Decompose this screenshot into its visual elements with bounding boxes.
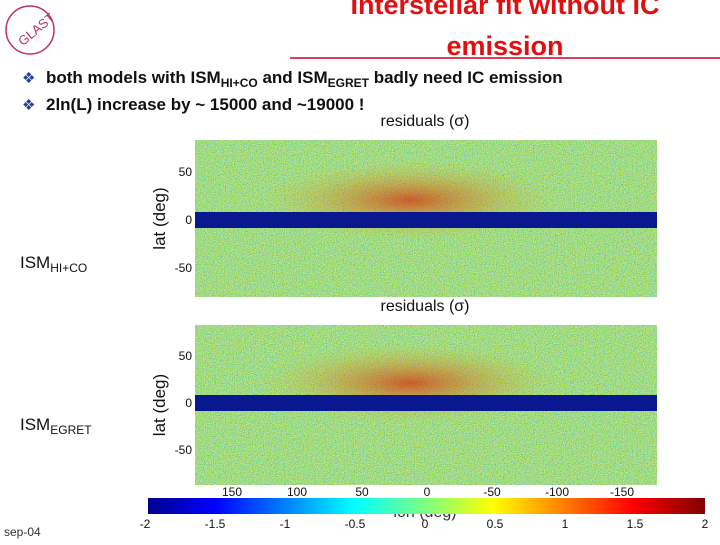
map-title: residuals (σ) — [380, 113, 469, 130]
tick-label: -2 — [140, 517, 151, 531]
tick-label: 1.5 — [627, 517, 644, 531]
tick-label: -1.5 — [205, 517, 226, 531]
bullets: ❖ both models with ISMHI+CO and ISMEGRET … — [22, 68, 563, 114]
tick-label: -50 — [483, 485, 501, 499]
colorbar — [148, 498, 705, 514]
bullet-part: badly need IC emission — [369, 68, 563, 87]
tick-label: -1 — [280, 517, 291, 531]
tick-label: 50 — [179, 349, 193, 363]
bullet-icon: ❖ — [22, 97, 35, 114]
tick-label: 0 — [422, 517, 429, 531]
axis-label: lat (deg) — [150, 374, 169, 436]
map-band — [195, 212, 657, 228]
model-sub: EGRET — [50, 423, 92, 437]
bullet-part: both models with ISM — [46, 68, 221, 87]
maps: residuals (σ)lat (deg)500-50ISMHI+COresi… — [20, 113, 657, 485]
bullet-text: 2ln(L) increase by ~ 15000 and ~19000 ! — [46, 95, 364, 114]
model-label: ISMEGRET — [20, 415, 92, 437]
model-sub: HI+CO — [50, 261, 87, 275]
tick-label: 50 — [179, 165, 193, 179]
bullet-text: both models with ISMHI+CO and ISMEGRET b… — [46, 68, 563, 90]
bullet-part: and ISM — [258, 68, 328, 87]
tick-label: 0.5 — [487, 517, 504, 531]
tick-label: -0.5 — [345, 517, 366, 531]
tick-label: 0 — [185, 213, 192, 227]
model-label: ISMHI+CO — [20, 253, 87, 275]
title: emission — [446, 31, 563, 61]
bullet-icon: ❖ — [22, 70, 35, 87]
date: sep-04 — [4, 525, 41, 539]
bullet-part: 2ln(L) increase by ~ 15000 and ~19000 ! — [46, 95, 364, 114]
bullet-part: EGRET — [328, 76, 370, 90]
tick-label: -150 — [610, 485, 634, 499]
map-band — [195, 395, 657, 411]
tick-label: 2 — [702, 517, 709, 531]
tick-label: 50 — [355, 485, 369, 499]
tick-label: 100 — [287, 485, 307, 499]
bullet-part: HI+CO — [221, 76, 258, 90]
tick-label: 150 — [222, 485, 242, 499]
map-title: residuals (σ) — [380, 298, 469, 315]
colorbar-ticks: -2 -1.5 -1 -0.5 0 0.5 1 1.5 2 — [140, 517, 709, 531]
model-name: ISM — [20, 253, 50, 272]
model-name: ISM — [20, 415, 50, 434]
tick-label: -50 — [175, 443, 193, 457]
tick-label: -50 — [175, 261, 193, 275]
tick-label: -100 — [545, 485, 569, 499]
tick-label: 1 — [562, 517, 569, 531]
axis-label: lat (deg) — [150, 187, 169, 249]
tick-label: 0 — [424, 485, 431, 499]
logo: GLAST — [5, 5, 58, 55]
logo-text: GLAST — [15, 10, 57, 49]
tick-label: 0 — [185, 396, 192, 410]
title: Interstellar fit without IC — [350, 0, 659, 20]
